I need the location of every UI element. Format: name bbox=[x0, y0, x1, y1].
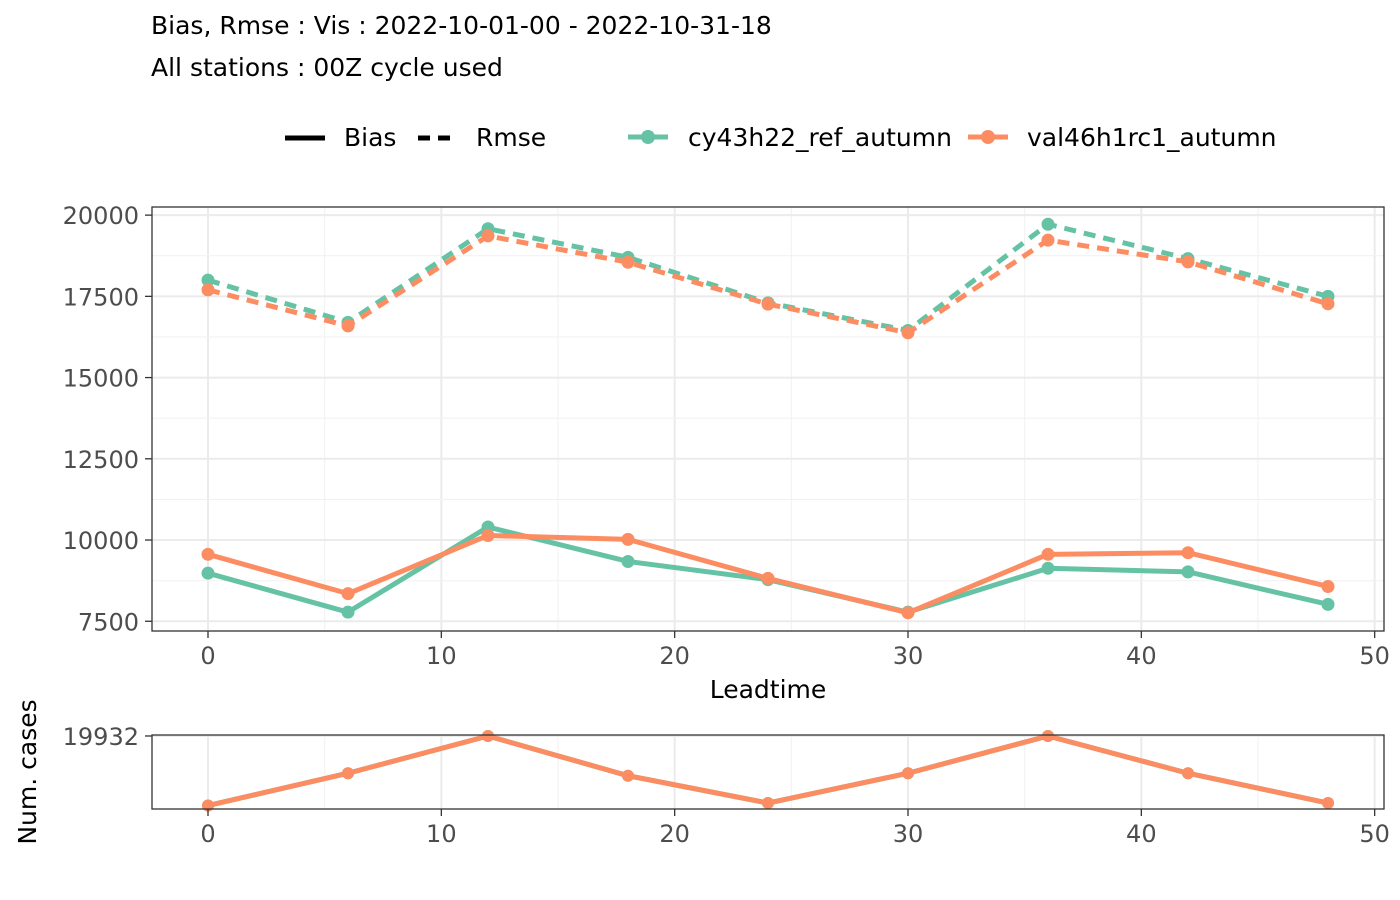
cases-y-tick-label: 19932 bbox=[63, 723, 139, 751]
main-y-tick-label: 10000 bbox=[63, 527, 139, 555]
cases-x-tick-label: 50 bbox=[1359, 820, 1390, 848]
cases-data-point-val46h1rc1-autumn bbox=[342, 767, 354, 779]
cases-x-tick-label: 20 bbox=[659, 820, 690, 848]
main-data-point-val46h1rc1-autumn-bias bbox=[762, 572, 775, 585]
cases-y-axis-title: Num. cases bbox=[13, 699, 42, 844]
chart-title: Bias, Rmse : Vis : 2022-10-01-00 - 2022-… bbox=[151, 11, 772, 40]
main-data-point-val46h1rc1-autumn-rmse bbox=[762, 298, 775, 311]
main-data-point-val46h1rc1-autumn-rmse bbox=[1042, 234, 1055, 247]
cases-data-point-val46h1rc1-autumn bbox=[482, 730, 494, 742]
main-x-tick-label: 50 bbox=[1359, 642, 1390, 670]
main-data-point-val46h1rc1-autumn-rmse bbox=[622, 256, 635, 269]
legend-label-rmse: Rmse bbox=[476, 123, 546, 152]
cases-data-point-val46h1rc1-autumn bbox=[1182, 767, 1194, 779]
main-data-point-val46h1rc1-autumn-bias bbox=[622, 533, 635, 546]
main-data-point-val46h1rc1-autumn-rmse bbox=[342, 319, 355, 332]
main-data-point-val46h1rc1-autumn-rmse bbox=[482, 229, 495, 242]
cases-x-tick-label: 10 bbox=[426, 820, 457, 848]
main-x-tick-label: 10 bbox=[426, 642, 457, 670]
cases-data-point-val46h1rc1-autumn bbox=[1322, 797, 1334, 809]
main-data-point-val46h1rc1-autumn-bias bbox=[482, 529, 495, 542]
main-x-tick-label: 0 bbox=[200, 642, 215, 670]
cases-plot-panel: 0 10 20 30 40 50 19932 bbox=[63, 723, 1390, 848]
main-y-tick-label: 17500 bbox=[63, 283, 139, 311]
main-data-point-val46h1rc1-autumn-bias bbox=[1042, 548, 1055, 561]
cases-x-tick-label: 40 bbox=[1126, 820, 1157, 848]
cases-data-point-val46h1rc1-autumn bbox=[762, 797, 774, 809]
main-y-tick-label: 7500 bbox=[78, 608, 139, 636]
main-y-tick-label: 15000 bbox=[63, 365, 139, 393]
legend-label-val46h1rc1: val46h1rc1_autumn bbox=[1027, 123, 1277, 152]
main-data-point-val46h1rc1-autumn-bias bbox=[202, 548, 215, 561]
main-panel-background bbox=[152, 207, 1384, 631]
main-data-point-val46h1rc1-autumn-bias bbox=[1322, 580, 1335, 593]
main-x-tick-label: 30 bbox=[893, 642, 924, 670]
main-data-point-val46h1rc1-autumn-rmse bbox=[202, 283, 215, 296]
main-data-point-cy43h22-ref-autumn-bias bbox=[1042, 562, 1055, 575]
main-data-point-val46h1rc1-autumn-bias bbox=[902, 606, 915, 619]
main-data-point-val46h1rc1-autumn-rmse bbox=[1322, 297, 1335, 310]
main-data-point-cy43h22-ref-autumn-bias bbox=[1182, 565, 1195, 578]
main-data-point-val46h1rc1-autumn-rmse bbox=[1182, 255, 1195, 268]
x-axis-title: Leadtime bbox=[710, 675, 827, 704]
main-y-tick-label: 12500 bbox=[63, 446, 139, 474]
main-x-tick-label: 40 bbox=[1126, 642, 1157, 670]
legend: Bias Rmse cy43h22_ref_autumn val46h1rc1_… bbox=[285, 123, 1277, 152]
main-y-tick-label: 20000 bbox=[63, 202, 139, 230]
main-data-point-val46h1rc1-autumn-bias bbox=[342, 587, 355, 600]
cases-data-point-val46h1rc1-autumn bbox=[902, 767, 914, 779]
main-data-point-cy43h22-ref-autumn-bias bbox=[622, 555, 635, 568]
legend-key-val46h1rc1-point bbox=[981, 130, 995, 144]
cases-x-tick-label: 30 bbox=[893, 820, 924, 848]
cases-data-point-val46h1rc1-autumn bbox=[1042, 730, 1054, 742]
main-data-point-cy43h22-ref-autumn-bias bbox=[342, 606, 355, 619]
main-data-point-cy43h22-ref-autumn-bias bbox=[202, 567, 215, 580]
main-x-tick-label: 20 bbox=[659, 642, 690, 670]
main-data-point-cy43h22-ref-autumn-rmse bbox=[1042, 218, 1055, 231]
legend-key-cy43h22-point bbox=[641, 130, 655, 144]
chart-subtitle: All stations : 00Z cycle used bbox=[151, 53, 503, 82]
legend-label-bias: Bias bbox=[344, 123, 396, 152]
main-plot-panel: 0 10 20 30 40 50 7500 10000 12500 15000 17500 20000 bbox=[63, 202, 1390, 670]
cases-x-tick-label: 0 bbox=[200, 820, 215, 848]
main-data-point-val46h1rc1-autumn-rmse bbox=[902, 326, 915, 339]
cases-data-point-val46h1rc1-autumn bbox=[622, 770, 634, 782]
main-data-point-cy43h22-ref-autumn-bias bbox=[1322, 598, 1335, 611]
legend-label-cy43h22: cy43h22_ref_autumn bbox=[688, 123, 952, 152]
main-data-point-val46h1rc1-autumn-bias bbox=[1182, 546, 1195, 559]
